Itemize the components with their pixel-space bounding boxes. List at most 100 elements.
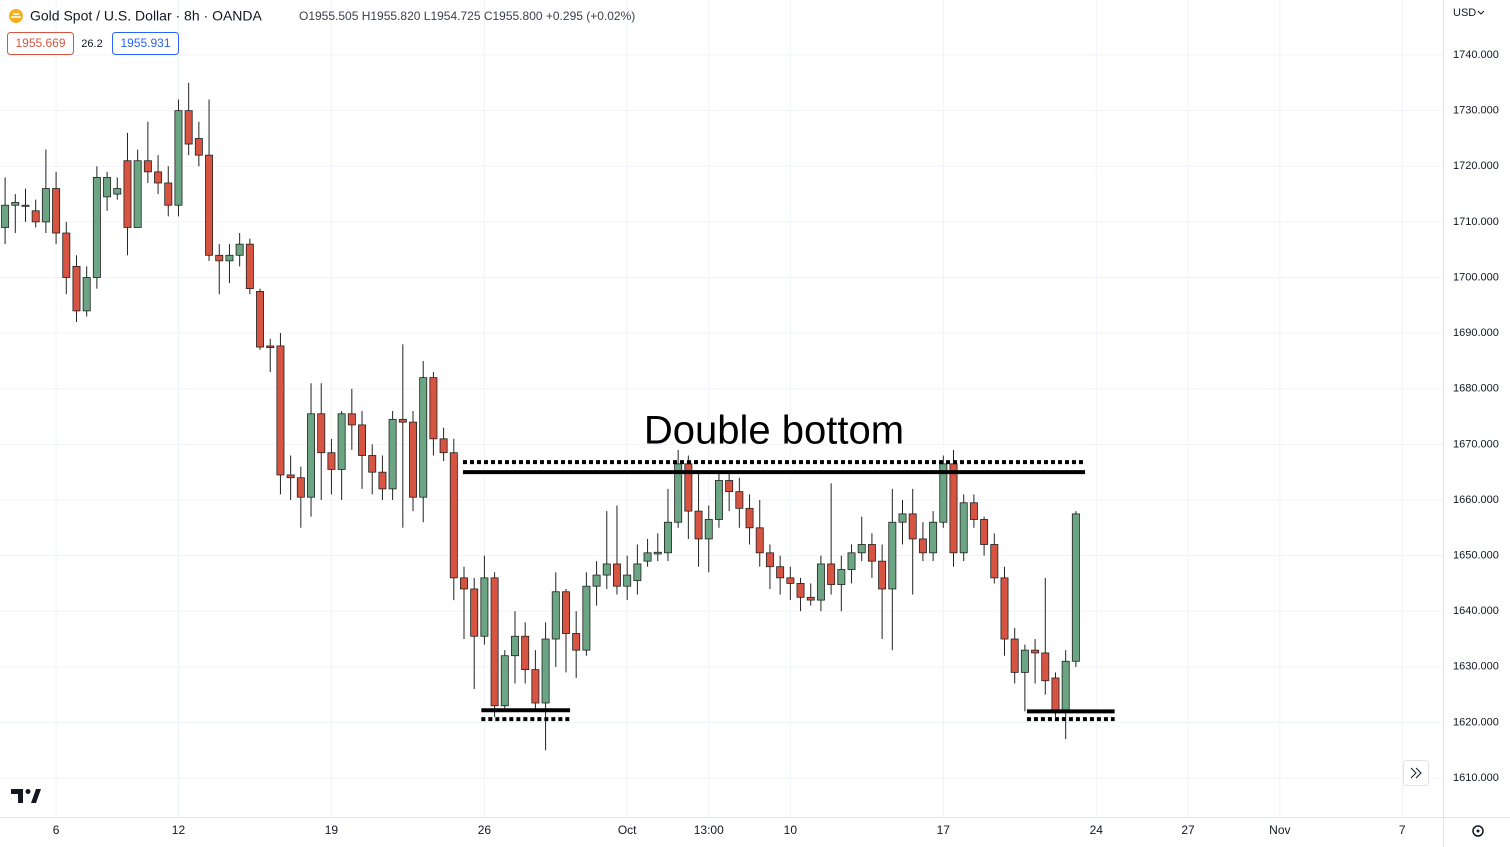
candle-body	[796, 583, 805, 598]
candle-body	[174, 110, 183, 206]
candle-body	[653, 551, 662, 555]
candle-body	[959, 502, 968, 554]
symbol-icon-detail	[11, 13, 21, 18]
candle-body	[827, 563, 836, 585]
candle-body	[41, 188, 50, 223]
candle-body	[143, 160, 152, 173]
sell-price[interactable]: 1955.669	[15, 36, 65, 50]
candle-body	[500, 655, 509, 707]
candle-body	[521, 635, 530, 671]
buy-box[interactable]	[112, 32, 179, 55]
candle-body	[572, 633, 581, 651]
candle-body	[980, 519, 989, 545]
spread: 26.2	[81, 38, 102, 50]
candle-body	[184, 110, 193, 145]
candle-body	[52, 188, 61, 234]
buy-price[interactable]: 1955.931	[120, 36, 170, 50]
candle-body	[276, 345, 285, 476]
candle-body	[725, 480, 734, 493]
x-tick-label: 12	[172, 823, 186, 837]
candle-body	[551, 591, 560, 640]
candle-body	[704, 519, 713, 540]
y-tick-label: 1610.000	[1453, 772, 1499, 784]
candle-body	[613, 563, 621, 587]
candle-body	[296, 477, 305, 498]
candle-body	[449, 452, 458, 579]
symbol-title[interactable]: Gold Spot / U.S. Dollar · 8h · OANDA	[30, 8, 263, 24]
candle-body	[82, 277, 91, 312]
x-tick-label: 19	[325, 823, 339, 837]
candle-body	[235, 243, 244, 256]
grid	[0, 0, 1443, 817]
settings-icon[interactable]	[1472, 825, 1484, 837]
candle-body	[837, 569, 846, 585]
candle-body	[113, 188, 122, 195]
y-tick-label: 1730.000	[1453, 105, 1499, 117]
x-tick-label: 6	[53, 823, 60, 837]
candle-body	[123, 160, 132, 228]
candle-body	[103, 177, 112, 198]
y-tick-label: 1640.000	[1453, 605, 1499, 617]
candle-body	[1031, 649, 1040, 654]
candle-body	[388, 418, 397, 490]
x-tick-label: Nov	[1269, 823, 1290, 837]
candle-body	[92, 177, 101, 278]
candle-body	[776, 566, 785, 579]
candle-body	[562, 591, 570, 634]
candle-body	[582, 585, 591, 651]
candle-body	[245, 243, 254, 290]
candle-body	[429, 377, 438, 440]
x-tick-label: 13:00	[694, 823, 724, 837]
candle-body	[1051, 677, 1060, 712]
candle-body	[460, 577, 468, 590]
candle-body	[888, 521, 897, 590]
candle-body	[765, 552, 774, 568]
y-tick-label: 1740.000	[1453, 49, 1499, 61]
logo-part	[25, 789, 31, 794]
candle-body	[745, 507, 754, 529]
sell-box[interactable]	[7, 32, 74, 55]
settings-icon-center	[1476, 829, 1480, 833]
x-tick-label: 10	[784, 823, 798, 837]
y-tick-label: 1630.000	[1453, 661, 1499, 673]
candle-body	[205, 154, 214, 256]
candle-body	[857, 544, 866, 554]
candle-body	[286, 474, 295, 479]
candle-body	[1041, 652, 1050, 682]
candle-body	[735, 491, 744, 509]
candle-body	[929, 521, 938, 554]
candle-body	[949, 463, 958, 554]
candle-body	[755, 527, 764, 554]
candle-body	[409, 421, 417, 498]
y-tick-label: 1700.000	[1453, 271, 1499, 283]
candle-body	[643, 552, 652, 562]
candle-body	[398, 418, 407, 423]
candle-body	[21, 204, 30, 207]
candle-body	[847, 552, 856, 570]
candle-body	[1061, 660, 1070, 712]
candle-body	[133, 160, 142, 228]
candle-body	[256, 291, 265, 348]
candle-body	[694, 510, 703, 540]
candle-body	[939, 463, 948, 523]
candle-body	[990, 544, 999, 579]
candle-body	[317, 413, 326, 454]
x-tick-label: 27	[1181, 823, 1195, 837]
candle-body	[786, 577, 795, 584]
y-tick-label: 1660.000	[1453, 494, 1499, 506]
currency-dropdown[interactable]	[1477, 10, 1485, 15]
x-tick-label: 26	[478, 823, 492, 837]
candle-body	[908, 513, 917, 540]
candle-body	[541, 638, 550, 704]
candle-body	[164, 182, 173, 206]
logo-part	[11, 789, 23, 803]
candle-body	[1020, 649, 1029, 673]
symbol-icon	[9, 9, 23, 23]
candle-body	[337, 413, 346, 470]
candle-body	[307, 413, 316, 498]
y-tick-label: 1720.000	[1453, 160, 1499, 172]
currency[interactable]: USD	[1453, 7, 1476, 19]
candle-body	[918, 538, 927, 554]
